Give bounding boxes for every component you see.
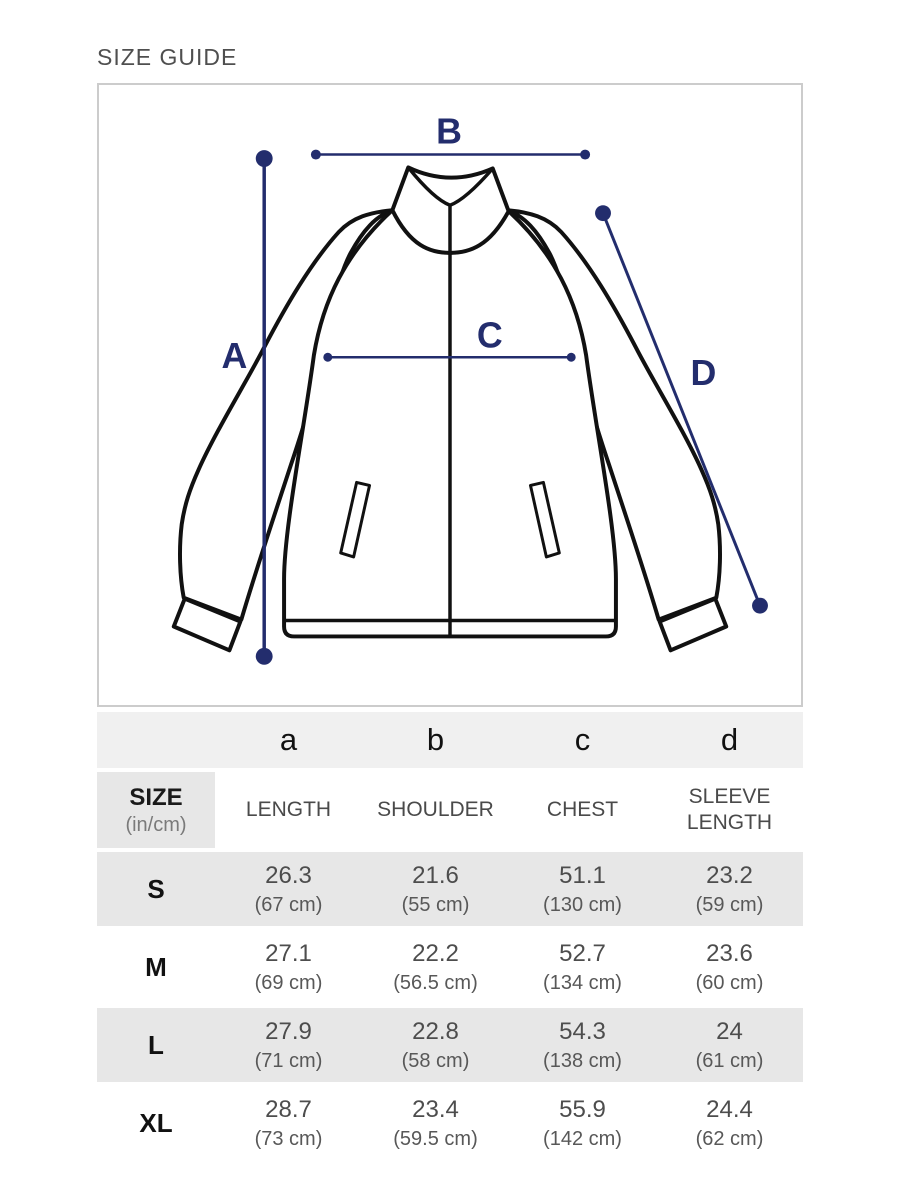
- measurement-dot-b-left: [310, 149, 321, 160]
- cell-xl-shoulder: 23.4 (59.5 cm): [393, 1096, 478, 1150]
- jacket-left-pocket: [339, 480, 372, 559]
- measurement-dot-c-left: [323, 352, 333, 362]
- measurement-label-a: A: [221, 336, 247, 376]
- cell-m-shoulder: 22.2 (56.5 cm): [393, 940, 478, 994]
- header-sleeve-length: SLEEVE LENGTH: [656, 772, 803, 848]
- cell-xl-length: 28.7 (73 cm): [254, 1096, 323, 1150]
- measurement-dot-a-top: [255, 150, 273, 167]
- cell-l-sleeve: 24 (61 cm): [695, 1018, 764, 1072]
- measurement-label-d: D: [690, 353, 716, 393]
- cell-xl-sleeve: 24.4 (62 cm): [695, 1096, 764, 1150]
- column-letter-row: a b c d: [97, 712, 803, 768]
- jacket-left-cuff: [171, 596, 243, 653]
- cell-m-chest: 52.7 (134 cm): [543, 940, 622, 994]
- column-letter-c: c: [574, 722, 591, 757]
- measurement-dot-c-right: [566, 352, 576, 362]
- header-shoulder: SHOULDER: [362, 772, 509, 848]
- cell-l-length: 27.9 (71 cm): [254, 1018, 323, 1072]
- cell-m-length: 27.1 (69 cm): [254, 940, 323, 994]
- cell-l-chest: 54.3 (138 cm): [543, 1018, 622, 1072]
- letter-row-corner: [97, 712, 215, 768]
- cell-s-chest: 51.1 (130 cm): [543, 862, 622, 916]
- size-label-xl: XL: [139, 1107, 173, 1138]
- table-row-s: S 26.3 (67 cm) 21.6 (55 cm) 51.1 (130 cm…: [97, 852, 803, 926]
- size-label-s: S: [147, 873, 165, 904]
- header-length: LENGTH: [215, 772, 362, 848]
- column-letter-d: d: [720, 722, 739, 757]
- cell-m-sleeve: 23.6 (60 cm): [695, 940, 764, 994]
- column-letter-a: a: [279, 722, 298, 757]
- header-chest: CHEST: [509, 772, 656, 848]
- cell-xl-chest: 55.9 (142 cm): [543, 1096, 622, 1150]
- table-corner-cell: SIZE (in/cm): [97, 772, 215, 848]
- table-row-xl: XL 28.7 (73 cm) 23.4 (59.5 cm) 55.9 (142…: [97, 1086, 803, 1160]
- size-diagram: A B C D: [97, 83, 803, 707]
- jacket-illustration: A B C D: [171, 112, 768, 665]
- size-label-l: L: [148, 1029, 164, 1060]
- corner-unit-label: (in/cm): [125, 813, 187, 836]
- page-title: SIZE GUIDE: [97, 44, 238, 70]
- cell-l-shoulder: 22.8 (58 cm): [401, 1018, 470, 1072]
- measurement-dot-d-bottom: [752, 597, 768, 614]
- column-letter-b: b: [426, 722, 445, 757]
- size-label-m: M: [145, 951, 167, 982]
- jacket-right-pocket: [528, 480, 561, 559]
- size-table: a b c d SIZE (in/cm) LENGTH SHOULDER CHE…: [97, 712, 803, 1164]
- measurement-dot-b-right: [580, 149, 591, 160]
- measurement-label-b: B: [436, 112, 462, 152]
- measurement-dot-d-top: [595, 205, 611, 222]
- cell-s-shoulder: 21.6 (55 cm): [401, 862, 470, 916]
- table-header-row: SIZE (in/cm) LENGTH SHOULDER CHEST SLEEV…: [97, 772, 803, 848]
- table-row-m: M 27.1 (69 cm) 22.2 (56.5 cm) 52.7 (134 …: [97, 930, 803, 1004]
- cell-s-length: 26.3 (67 cm): [254, 862, 323, 916]
- jacket-right-cuff: [657, 596, 729, 653]
- table-row-l: L 27.9 (71 cm) 22.8 (58 cm) 54.3 (138 cm…: [97, 1008, 803, 1082]
- measurement-dot-a-bottom: [255, 647, 273, 665]
- measurement-line-d: [601, 212, 762, 607]
- cell-s-sleeve: 23.2 (59 cm): [695, 862, 764, 916]
- measurement-label-c: C: [477, 315, 503, 355]
- corner-size-label: SIZE: [129, 783, 183, 811]
